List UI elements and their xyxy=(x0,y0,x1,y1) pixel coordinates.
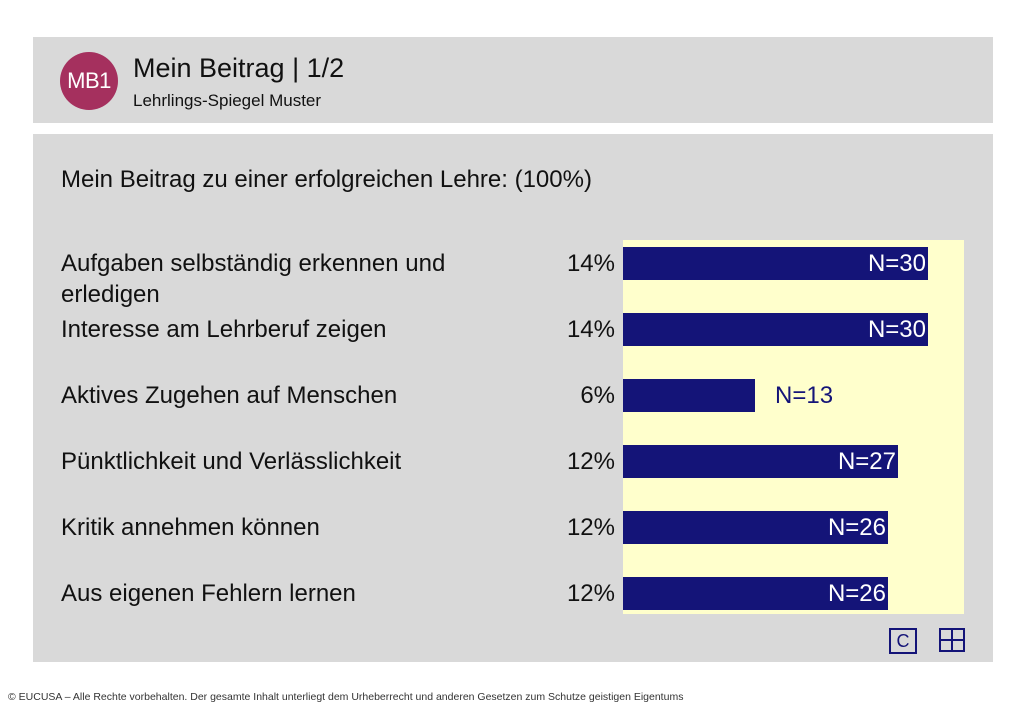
category-label: Aus eigenen Fehlern lernen xyxy=(61,580,356,607)
bar xyxy=(623,511,888,544)
chart-plot-area: N=30 N=30 N=13 N=27 N=26 N=26 xyxy=(623,240,964,614)
bar-value-label: N=26 xyxy=(827,580,886,607)
category-label: Interesse am Lehrberuf zeigen xyxy=(61,316,387,343)
bar xyxy=(623,379,755,412)
percent-label: 12% xyxy=(566,448,615,475)
category-label: Kritik annehmen können xyxy=(61,514,320,541)
percent-label: 12% xyxy=(566,514,615,541)
chart-panel: Mein Beitrag zu einer erfolgreichen Lehr… xyxy=(33,134,993,662)
chart-title: Mein Beitrag zu einer erfolgreichen Lehr… xyxy=(61,166,592,193)
bar xyxy=(623,445,898,478)
grid-icon[interactable] xyxy=(939,628,965,652)
category-label: Aktives Zugehen auf Menschen xyxy=(61,382,398,409)
section-badge: MB1 xyxy=(60,52,118,110)
page-subtitle: Lehrlings-Spiegel Muster xyxy=(133,91,322,110)
bar-value-label: N=27 xyxy=(837,448,896,475)
bar xyxy=(623,247,928,280)
bar-value-label: N=13 xyxy=(775,382,834,409)
bar-value-label: N=26 xyxy=(827,514,886,541)
c-box-icon[interactable]: C xyxy=(889,628,917,654)
category-label: Pünktlichkeit und Verlässlichkeit xyxy=(61,448,402,475)
percent-label: 12% xyxy=(566,580,615,607)
percent-label: 14% xyxy=(566,316,615,343)
bar-value-label: N=30 xyxy=(867,250,926,277)
category-label: Aufgaben selbständig erkennen und erledi… xyxy=(61,250,446,308)
copyright-footer: © EUCUSA – Alle Rechte vorbehalten. Der … xyxy=(8,691,684,703)
bar-value-label: N=30 xyxy=(867,316,926,343)
percent-label: 6% xyxy=(580,382,615,409)
bar xyxy=(623,577,888,610)
bar xyxy=(623,313,928,346)
page-title: Mein Beitrag | 1/2 xyxy=(133,53,345,83)
slide-header: MB1 Mein Beitrag | 1/2 Lehrlings-Spiegel… xyxy=(33,37,993,123)
percent-label: 14% xyxy=(566,250,615,277)
